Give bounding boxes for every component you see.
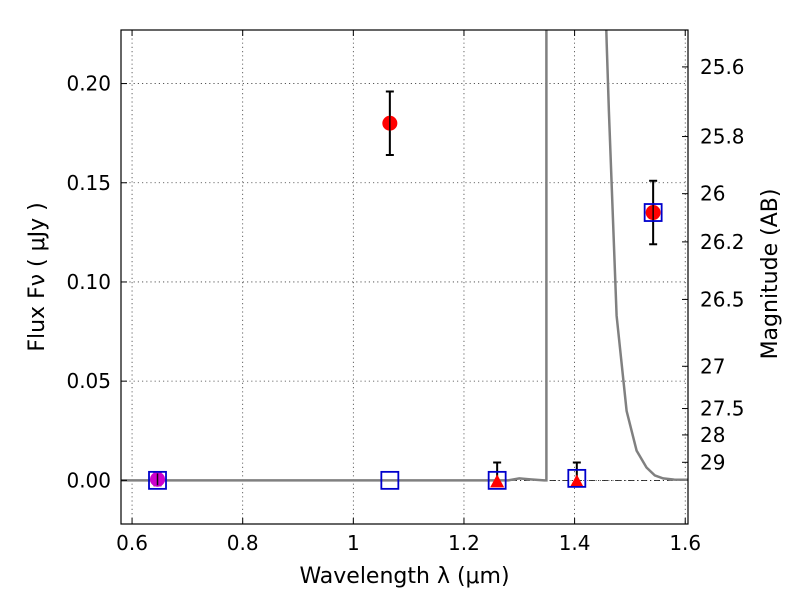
model-photometry-square bbox=[567, 468, 587, 488]
magnitude-tick-label: 25.6 bbox=[700, 55, 745, 79]
magnitude-tick-label: 28 bbox=[700, 423, 725, 447]
magnitude-tick-label: 26 bbox=[700, 182, 725, 206]
y2-axis-label: Magnitude (AB) bbox=[758, 189, 783, 360]
x-tick-label: 1 bbox=[347, 531, 360, 555]
axis-ticks: 0.6 0.8 1 1.2 1.4 1.6 0.00 0.05 0.10 0.15 0.20 25.6… bbox=[66, 30, 745, 555]
magnitude-tick-label: 26.2 bbox=[700, 230, 745, 254]
x-axis-label: Wavelength λ (μm) bbox=[299, 564, 509, 589]
model-photometry-square bbox=[380, 470, 400, 490]
y-tick-label: 0.20 bbox=[66, 72, 111, 96]
data-layer bbox=[121, 30, 688, 490]
y-tick-label: 0.15 bbox=[66, 171, 111, 195]
y-tick-label: 0.05 bbox=[66, 369, 111, 393]
x-tick-label: 0.8 bbox=[227, 531, 259, 555]
upper-limit-triangle bbox=[569, 474, 584, 488]
magnitude-tick-label: 29 bbox=[700, 450, 725, 474]
y-tick-label: 0.00 bbox=[66, 468, 111, 492]
magnitude-tick-label: 25.8 bbox=[700, 125, 745, 149]
x-tick-label: 0.6 bbox=[116, 531, 148, 555]
model-photometry-square bbox=[487, 470, 507, 490]
grid-lines bbox=[121, 30, 688, 524]
magnitude-tick-label: 26.5 bbox=[700, 287, 745, 311]
x-tick-label: 1.2 bbox=[448, 531, 480, 555]
model-spectrum-line bbox=[121, 30, 688, 482]
magnitude-tick-label: 27.5 bbox=[700, 397, 745, 421]
magnitude-tick-label: 27 bbox=[700, 354, 725, 378]
plot-frame bbox=[120, 29, 689, 525]
x-tick-label: 1.6 bbox=[669, 531, 701, 555]
upper-limit-triangle bbox=[490, 474, 505, 488]
y-axis-label: Flux Fν ( μJy ) bbox=[25, 202, 50, 351]
y-tick-label: 0.10 bbox=[66, 270, 111, 294]
model-photometry-square bbox=[643, 203, 663, 222]
model-photometry-square bbox=[148, 470, 167, 490]
x-tick-label: 1.4 bbox=[559, 531, 591, 555]
